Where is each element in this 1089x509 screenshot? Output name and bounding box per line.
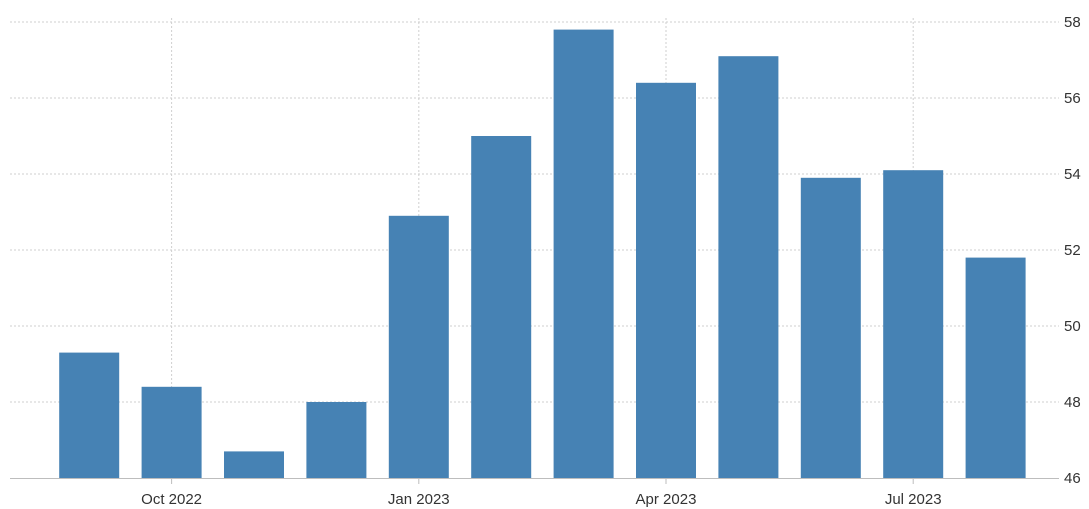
bar: [306, 402, 367, 478]
bar-layer: [59, 29, 1026, 479]
x-tick-label: Jan 2023: [388, 491, 450, 508]
bar: [59, 352, 120, 478]
y-tick-label: 50: [1064, 318, 1081, 335]
bar: [553, 29, 614, 478]
bar: [800, 177, 861, 479]
bar: [224, 451, 284, 478]
bar: [883, 170, 944, 478]
axis-layer: 46 48 50 52 54 56 58 Oct 2022 Jan 2023 Apr 2023 Ju…: [10, 14, 1081, 508]
bar: [471, 136, 532, 478]
grid-layer: [10, 18, 1059, 478]
y-tick-label: 56: [1064, 90, 1081, 107]
y-tick-label: 48: [1064, 394, 1081, 411]
y-tick-label: 52: [1064, 242, 1081, 259]
bar: [141, 386, 202, 478]
bar: [388, 215, 449, 479]
x-tick-label: Apr 2023: [636, 491, 697, 508]
bar: [965, 257, 1026, 478]
bar: [718, 56, 779, 478]
y-tick-label: 58: [1064, 14, 1081, 31]
y-tick-label: 46: [1064, 470, 1081, 487]
y-tick-label: 54: [1064, 166, 1081, 183]
x-tick-label: Jul 2023: [885, 491, 942, 508]
x-tick-label: Oct 2022: [141, 491, 202, 508]
bar: [636, 82, 696, 479]
